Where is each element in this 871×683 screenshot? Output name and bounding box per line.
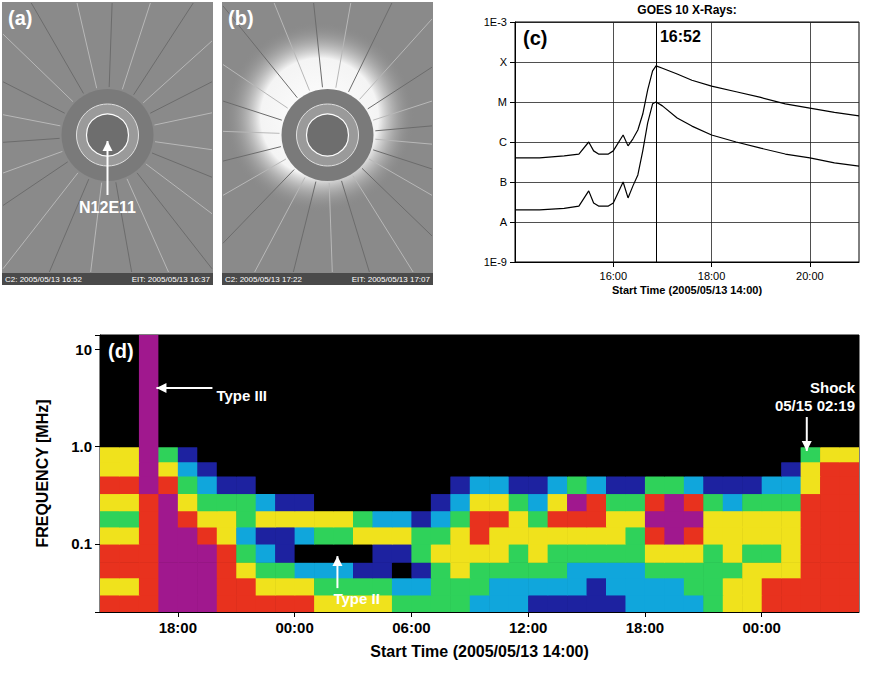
svg-text:00:00: 00:00: [275, 619, 313, 636]
svg-text:18:00: 18:00: [626, 619, 664, 636]
svg-text:16:52: 16:52: [660, 28, 701, 45]
svg-text:Shock: Shock: [810, 379, 856, 396]
svg-text:GOES 10 X-Rays:: GOES 10 X-Rays:: [637, 3, 736, 17]
svg-text:B: B: [500, 176, 507, 188]
svg-text:20:00: 20:00: [796, 270, 824, 282]
svg-text:(a): (a): [8, 7, 32, 29]
svg-text:16:00: 16:00: [600, 270, 628, 282]
svg-text:N12E11: N12E11: [79, 199, 136, 216]
svg-text:C2: 2005/05/13 17:22: C2: 2005/05/13 17:22: [225, 275, 303, 284]
svg-text:18:00: 18:00: [698, 270, 726, 282]
svg-text:0.1: 0.1: [71, 535, 92, 552]
svg-text:12:00: 12:00: [509, 619, 547, 636]
svg-text:1E-9: 1E-9: [484, 256, 507, 268]
svg-text:EIT: 2005/05/13 16:37: EIT: 2005/05/13 16:37: [132, 275, 211, 284]
svg-text:18:00: 18:00: [159, 619, 197, 636]
svg-text:1.0: 1.0: [71, 438, 92, 455]
svg-text:Type III: Type III: [216, 387, 267, 404]
svg-text:FREQUENCY [MHz]: FREQUENCY [MHz]: [34, 399, 51, 547]
svg-text:EIT: 2005/05/13 17:07: EIT: 2005/05/13 17:07: [352, 275, 431, 284]
svg-text:X: X: [500, 56, 508, 68]
svg-text:1E-3: 1E-3: [484, 16, 507, 28]
svg-text:Type II: Type II: [333, 590, 379, 607]
svg-text:C2: 2005/05/13 16:52: C2: 2005/05/13 16:52: [5, 275, 83, 284]
svg-text:05/15 02:19: 05/15 02:19: [775, 397, 855, 414]
svg-text:C: C: [499, 136, 507, 148]
svg-text:Start Time (2005/05/13 14:00): Start Time (2005/05/13 14:00): [612, 284, 763, 296]
svg-text:10: 10: [75, 341, 92, 358]
svg-text:(c): (c): [523, 27, 547, 49]
svg-text:00:00: 00:00: [743, 619, 781, 636]
svg-text:A: A: [500, 216, 508, 228]
svg-text:(b): (b): [228, 7, 254, 29]
svg-text:(d): (d): [108, 340, 134, 362]
svg-text:M: M: [498, 96, 507, 108]
svg-text:06:00: 06:00: [392, 619, 430, 636]
svg-text:Start Time (2005/05/13 14:00): Start Time (2005/05/13 14:00): [370, 643, 589, 660]
